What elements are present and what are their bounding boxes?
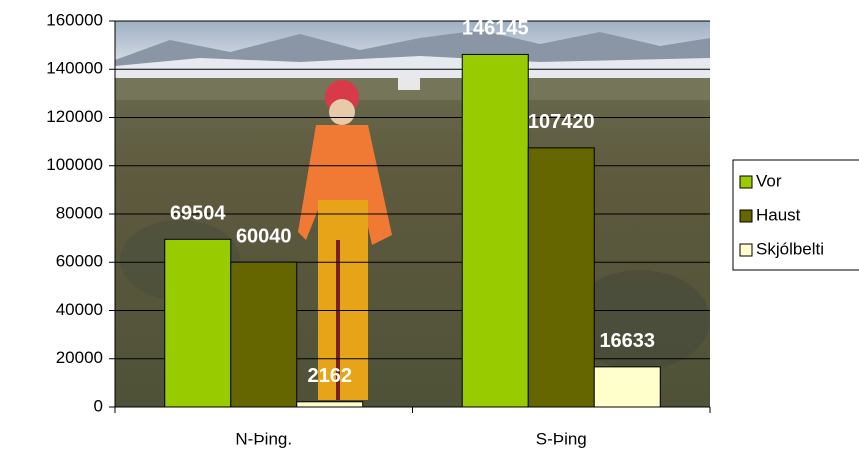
- legend-swatch: [739, 175, 753, 189]
- legend-label: Vor: [756, 171, 782, 190]
- data-label: 69504: [170, 203, 226, 225]
- legend-swatch: [739, 209, 753, 223]
- bar: [527, 147, 595, 408]
- x-tick-label: N-Þing.: [235, 429, 292, 448]
- bar: [230, 261, 298, 408]
- bar: [164, 238, 232, 408]
- legend-swatch: [739, 243, 753, 257]
- y-tick-label: 140000: [46, 59, 103, 78]
- legend-label: Skjólbelti: [756, 239, 824, 258]
- y-tick-label: 40000: [56, 300, 103, 319]
- data-label: 107420: [528, 111, 595, 133]
- bar: [593, 366, 661, 408]
- y-tick-label: 80000: [56, 203, 103, 222]
- y-tick-label: 120000: [46, 107, 103, 126]
- y-tick-label: 20000: [56, 348, 103, 367]
- x-tick-label: S-Þing: [536, 429, 587, 448]
- y-tick-label: 60000: [56, 252, 103, 271]
- data-label: 146145: [462, 18, 529, 40]
- y-tick-label: 0: [94, 396, 103, 415]
- legend-label: Haust: [756, 205, 801, 224]
- data-label: 60040: [236, 225, 292, 247]
- bar: [461, 53, 529, 408]
- data-label: 2162: [308, 365, 353, 387]
- data-label: 16633: [599, 330, 655, 352]
- bar: [296, 401, 364, 408]
- y-tick-label: 160000: [46, 10, 103, 29]
- y-tick-label: 100000: [46, 155, 103, 174]
- legend-box: [732, 159, 859, 271]
